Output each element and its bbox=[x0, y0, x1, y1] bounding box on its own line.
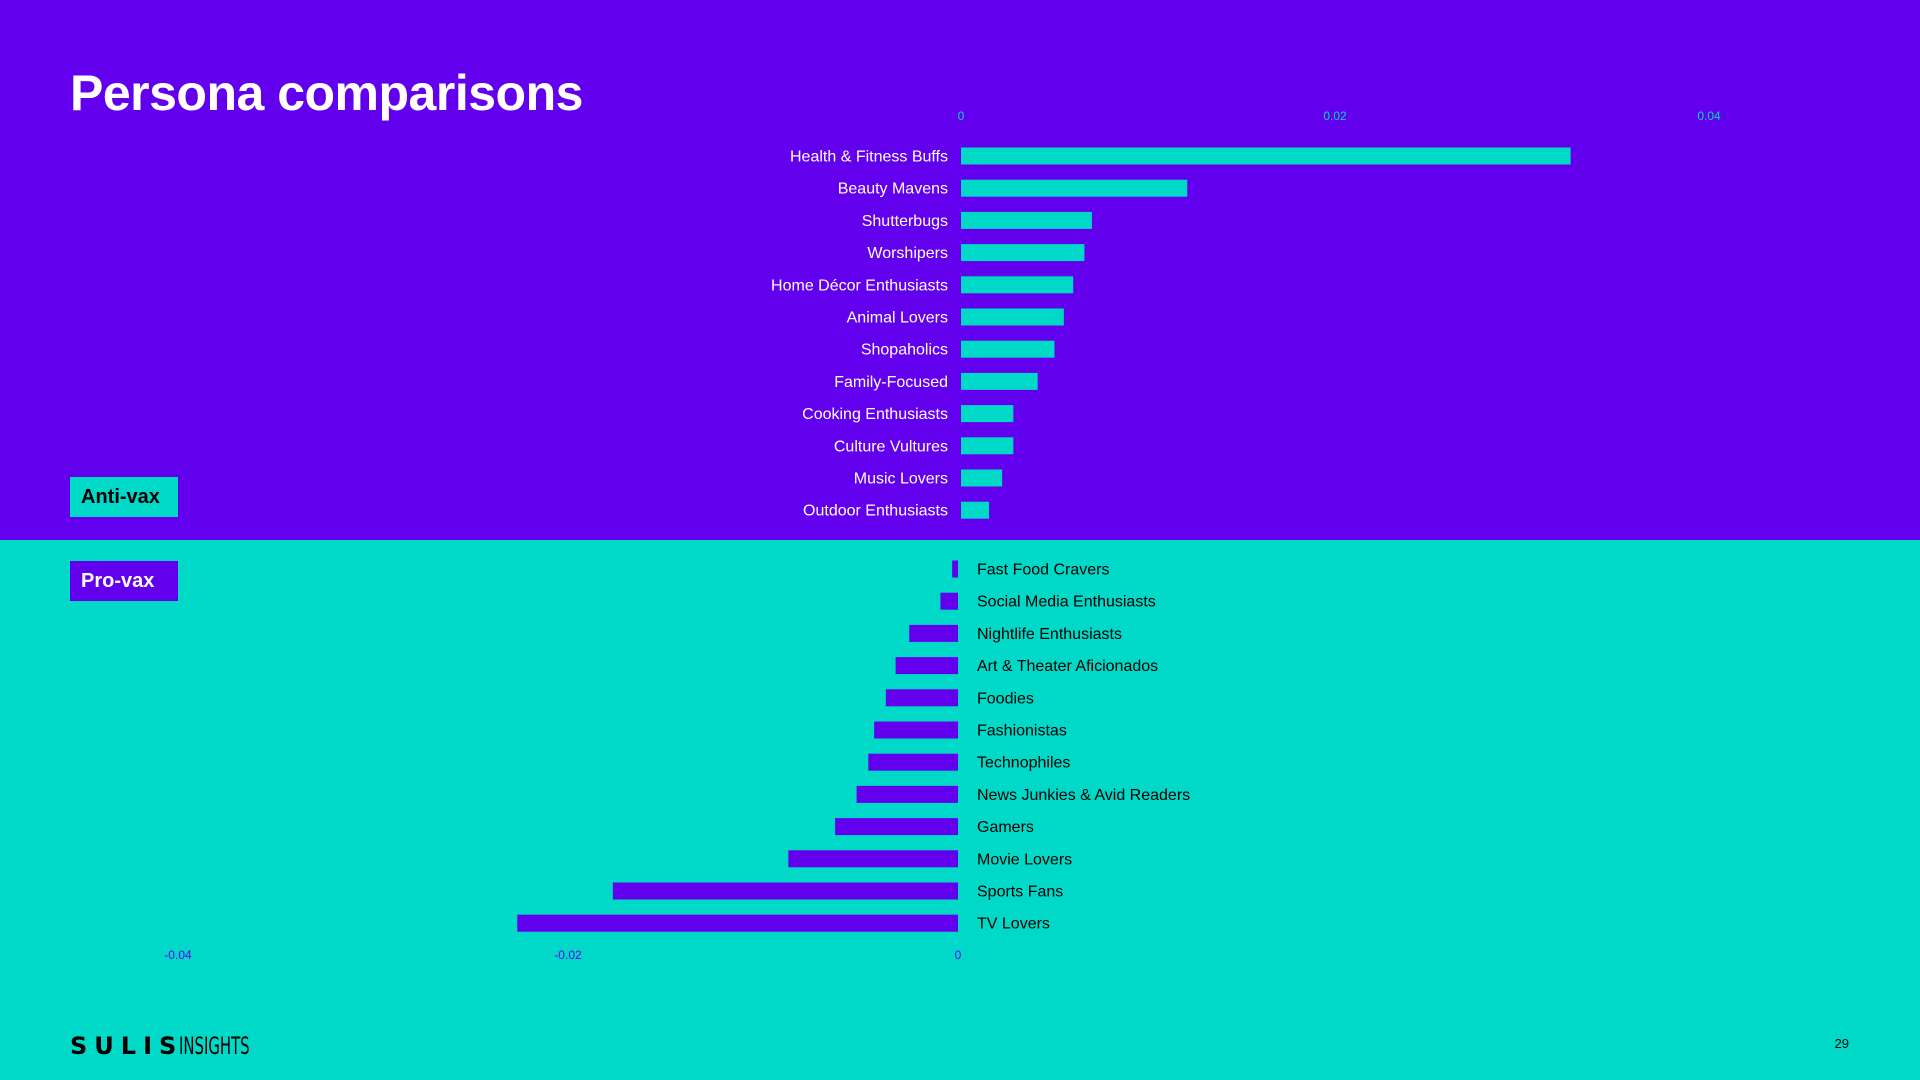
bar-music-lovers bbox=[961, 469, 1003, 487]
category-label-family-focused: Family-Focused bbox=[834, 374, 948, 391]
bar-culture-vultures bbox=[961, 437, 1014, 455]
category-label-animal-lovers: Animal Lovers bbox=[847, 310, 948, 327]
x-tick-label: 0.04 bbox=[1697, 109, 1721, 123]
x-tick-label: 0 bbox=[955, 948, 962, 962]
bar-social-media-enthusiasts bbox=[940, 592, 958, 610]
bar-art-and-theater-aficionados bbox=[895, 657, 958, 675]
bar-shopaholics bbox=[961, 340, 1055, 358]
category-label-outdoor-enthusiasts: Outdoor Enthusiasts bbox=[803, 503, 948, 520]
bar-gamers bbox=[835, 818, 958, 836]
page-title: Persona comparisons bbox=[70, 65, 583, 121]
bar-movie-lovers bbox=[788, 850, 958, 868]
category-label-foodies: Foodies bbox=[977, 690, 1034, 707]
bar-foodies bbox=[885, 689, 958, 707]
category-label-health-and-fitness-buffs: Health & Fitness Buffs bbox=[790, 149, 948, 166]
bar-news-junkies-and-avid-readers bbox=[856, 785, 958, 803]
pro-vax-badge: Pro-vax bbox=[70, 561, 178, 601]
category-label-fast-food-cravers: Fast Food Cravers bbox=[977, 562, 1109, 579]
anti-vax-panel bbox=[0, 0, 1920, 540]
category-label-news-junkies-and-avid-readers: News Junkies & Avid Readers bbox=[977, 787, 1190, 804]
category-label-shopaholics: Shopaholics bbox=[861, 342, 948, 359]
category-label-beauty-mavens: Beauty Mavens bbox=[838, 181, 948, 198]
bar-outdoor-enthusiasts bbox=[961, 501, 990, 519]
bar-animal-lovers bbox=[961, 308, 1064, 326]
bar-nightlife-enthusiasts bbox=[909, 624, 958, 642]
x-tick-label: -0.02 bbox=[554, 948, 582, 962]
bar-home-d-cor-enthusiasts bbox=[961, 276, 1074, 294]
x-tick-label: 0 bbox=[958, 109, 965, 123]
bar-sports-fans bbox=[612, 882, 958, 900]
x-tick-label: 0.02 bbox=[1323, 109, 1347, 123]
category-label-social-media-enthusiasts: Social Media Enthusiasts bbox=[977, 594, 1156, 611]
category-label-shutterbugs: Shutterbugs bbox=[862, 213, 948, 230]
bar-beauty-mavens bbox=[961, 179, 1188, 197]
category-label-technophiles: Technophiles bbox=[977, 755, 1070, 772]
logo-sub-text: INSIGHTS bbox=[179, 1032, 250, 1060]
anti-vax-badge: Anti-vax bbox=[70, 477, 178, 517]
bar-cooking-enthusiasts bbox=[961, 405, 1014, 423]
bar-technophiles bbox=[868, 753, 958, 771]
sulis-insights-logo: SULIS INSIGHTS bbox=[70, 1030, 293, 1060]
page-number: 29 bbox=[1834, 1036, 1849, 1051]
category-label-nightlife-enthusiasts: Nightlife Enthusiasts bbox=[977, 626, 1122, 643]
category-label-sports-fans: Sports Fans bbox=[977, 884, 1063, 901]
bar-family-focused bbox=[961, 372, 1038, 390]
category-label-culture-vultures: Culture Vultures bbox=[834, 438, 948, 455]
anti-vax-bar-chart: 0 0.02 0.04 Health & Fitness Buffs Beauty Ma… bbox=[771, 109, 1721, 520]
category-label-music-lovers: Music Lovers bbox=[854, 471, 948, 488]
bar-shutterbugs bbox=[961, 211, 1092, 229]
x-tick-label: -0.04 bbox=[164, 948, 192, 962]
category-label-gamers: Gamers bbox=[977, 819, 1034, 836]
category-label-tv-lovers: TV Lovers bbox=[977, 916, 1050, 933]
category-label-fashionistas: Fashionistas bbox=[977, 723, 1067, 740]
bar-worshipers bbox=[961, 244, 1085, 262]
bar-fashionistas bbox=[874, 721, 958, 739]
bar-fast-food-cravers bbox=[952, 560, 958, 578]
bar-health-and-fitness-buffs bbox=[961, 147, 1571, 165]
logo-brand-text: SULIS bbox=[70, 1032, 184, 1060]
bar-tv-lovers bbox=[517, 914, 958, 932]
category-label-cooking-enthusiasts: Cooking Enthusiasts bbox=[802, 406, 948, 423]
category-label-home-d-cor-enthusiasts: Home Décor Enthusiasts bbox=[771, 277, 948, 294]
category-label-movie-lovers: Movie Lovers bbox=[977, 851, 1072, 868]
pro-vax-panel bbox=[0, 540, 1920, 1080]
category-label-art-and-theater-aficionados: Art & Theater Aficionados bbox=[977, 658, 1158, 675]
category-label-worshipers: Worshipers bbox=[867, 245, 948, 262]
